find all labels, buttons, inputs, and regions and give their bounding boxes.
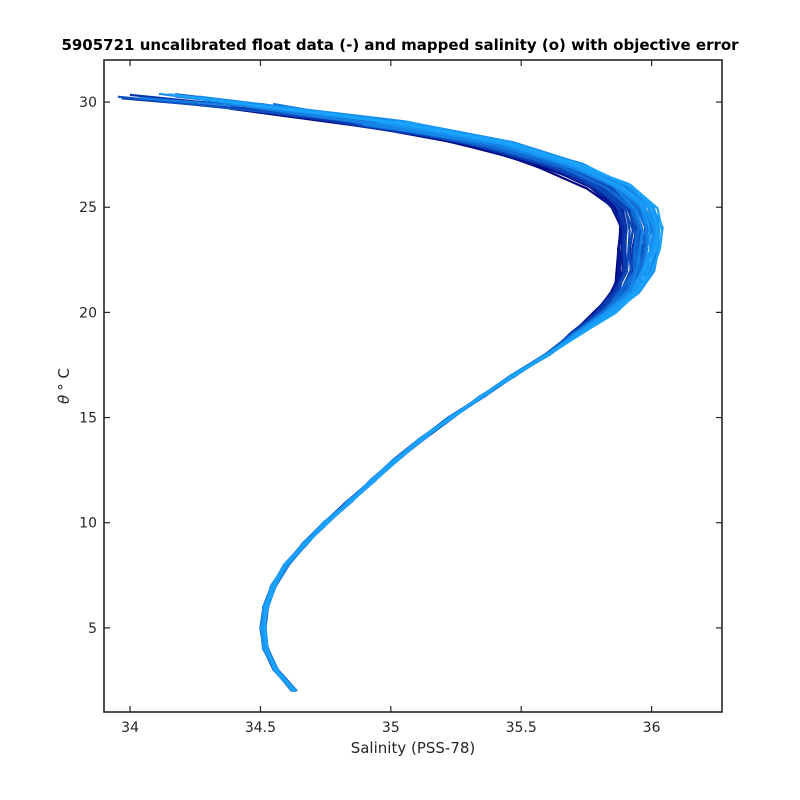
x-tick-label: 35	[382, 720, 400, 736]
y-tick-label: 25	[79, 200, 97, 216]
x-axis: 34 34.5 35 35.5 36	[121, 60, 661, 736]
y-tick-label: 10	[79, 516, 97, 532]
x-tick-label: 34.5	[245, 720, 276, 736]
y-axis: 5 10 15 20 25 30	[79, 95, 722, 637]
y-axis-label-unit: ° C	[55, 368, 73, 391]
y-tick-label: 15	[79, 411, 97, 427]
y-tick-label: 20	[79, 305, 97, 321]
y-tick-label: 5	[88, 621, 97, 637]
chart-title: 5905721 uncalibrated float data (-) and …	[61, 36, 739, 54]
y-tick-label: 30	[79, 95, 97, 111]
y-axis-label: θ ° C	[55, 368, 73, 404]
profile-line	[172, 93, 664, 692]
x-tick-label: 35.5	[506, 720, 537, 736]
x-tick-label: 34	[121, 720, 139, 736]
svg-text:θ° C: θ ° C	[55, 368, 73, 404]
y-axis-label-symbol: θ	[55, 395, 73, 404]
plot-frame	[103, 59, 723, 713]
plot-area	[104, 60, 722, 712]
x-tick-label: 36	[643, 720, 661, 736]
profiles-group	[117, 92, 664, 692]
x-axis-label: Salinity (PSS-78)	[351, 739, 476, 757]
